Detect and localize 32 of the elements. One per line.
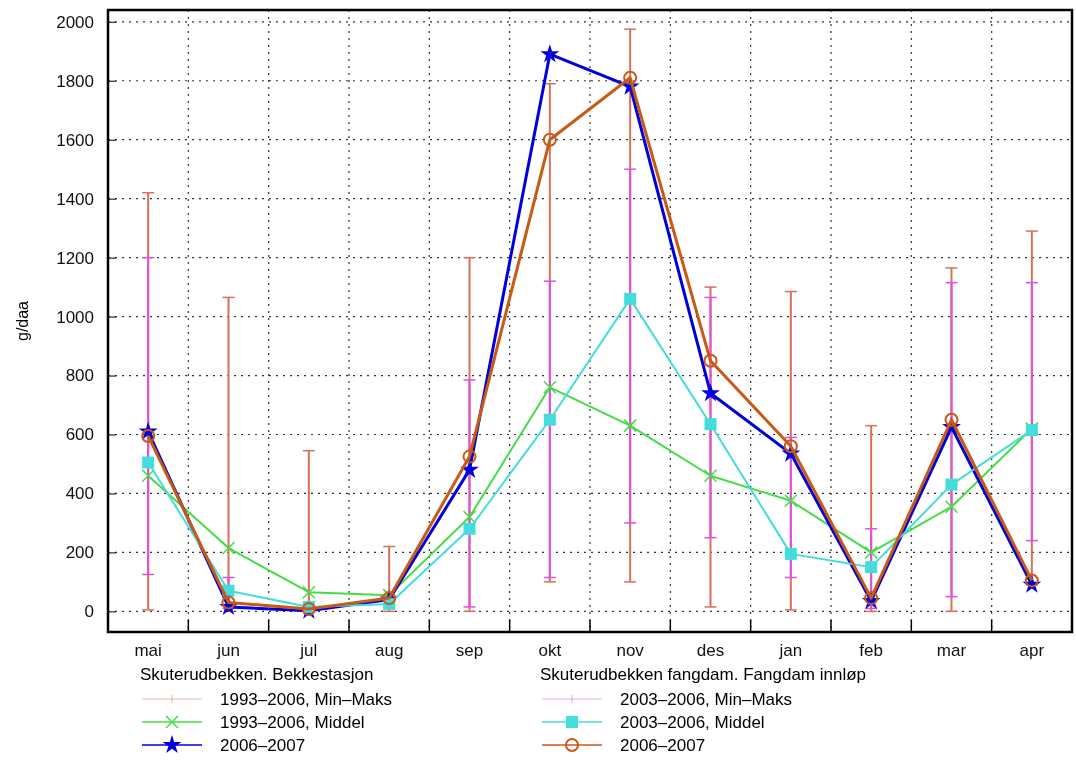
y-tick-label: 600 bbox=[65, 425, 94, 445]
x-tick-label: jan bbox=[778, 641, 803, 661]
x-tick-label: jul bbox=[299, 641, 318, 661]
legend-label: 1993–2006, Min–Maks bbox=[220, 690, 393, 709]
y-tick-label: 2000 bbox=[56, 12, 94, 32]
y-tick-label: 1400 bbox=[56, 189, 94, 209]
x-tick-label: mai bbox=[134, 641, 162, 661]
y-tick-label: 400 bbox=[65, 484, 94, 504]
x-tick-label: nov bbox=[616, 641, 645, 661]
y-tick-label: 200 bbox=[65, 543, 94, 563]
x-tick-label: feb bbox=[859, 641, 883, 661]
text: Skuterudbekken fangdam. Fangdam innløp bbox=[540, 665, 867, 684]
x-tick-label: okt bbox=[538, 641, 562, 661]
text: Skuterudbekken. Bekkestasjon bbox=[140, 665, 374, 684]
legend-label: 2003–2006, Middel bbox=[620, 713, 765, 732]
x-tick-label: jun bbox=[216, 641, 240, 661]
y-tick-label: 1200 bbox=[56, 248, 94, 268]
y-tick-label: 800 bbox=[65, 366, 94, 386]
y-tick-label: 1600 bbox=[56, 130, 94, 150]
legend-label: 2006–2007 bbox=[220, 736, 306, 755]
legend-label: 2003–2006, Min–Maks bbox=[620, 690, 793, 709]
y-tick-label: 1800 bbox=[56, 71, 94, 91]
x-tick-label: mar bbox=[936, 641, 967, 661]
x-tick-label: aug bbox=[374, 641, 404, 661]
x-tick-label: sep bbox=[455, 641, 484, 661]
y-tick-label: 0 bbox=[84, 602, 94, 622]
y-tick-label: 1000 bbox=[56, 307, 94, 327]
legend-label: 2006–2007 bbox=[620, 736, 706, 755]
legend-label: 1993–2006, Middel bbox=[220, 713, 365, 732]
y-axis-title: g/daa bbox=[14, 300, 31, 342]
x-tick-label: apr bbox=[1019, 641, 1045, 661]
x-tick-label: des bbox=[696, 641, 725, 661]
